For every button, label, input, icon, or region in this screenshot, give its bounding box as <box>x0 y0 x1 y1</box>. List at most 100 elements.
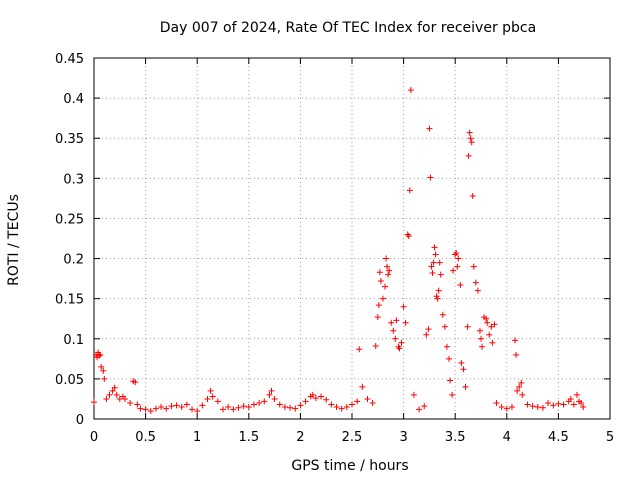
data-point <box>426 125 433 132</box>
data-point <box>458 359 465 366</box>
y-tick-label: 0.2 <box>63 253 84 268</box>
data-point <box>443 343 450 350</box>
x-tick-label: 2 <box>296 430 304 445</box>
data-point <box>147 407 154 414</box>
data-point <box>466 129 473 136</box>
data-point <box>434 295 441 302</box>
data-point <box>493 399 500 406</box>
data-point <box>425 326 432 333</box>
data-point <box>464 323 471 330</box>
data-point <box>142 406 149 413</box>
data-point <box>158 403 165 410</box>
data-point <box>483 315 490 322</box>
data-point <box>437 271 444 278</box>
data-point <box>354 398 361 405</box>
data-point <box>488 323 495 330</box>
data-point <box>498 403 505 410</box>
x-tick-label: 4.5 <box>548 430 569 445</box>
data-point <box>230 406 237 413</box>
data-point <box>449 391 456 398</box>
x-tick-labels: 0 0.5 1 1.5 2 2.5 3 3.5 4 4.5 5 <box>90 430 614 445</box>
data-point <box>359 383 366 390</box>
data-point <box>383 255 390 262</box>
data-point <box>323 396 330 403</box>
y-tick-labels: 0 0.05 0.1 0.15 0.2 0.25 0.3 0.35 0.4 0.45 <box>55 52 84 428</box>
data-point <box>432 251 439 258</box>
y-tick-label: 0 <box>76 413 84 428</box>
data-point <box>402 319 409 326</box>
data-point <box>103 395 110 402</box>
data-point <box>302 398 309 405</box>
data-point <box>111 384 118 391</box>
data-point <box>550 402 557 409</box>
data-point <box>410 391 417 398</box>
data-point <box>121 395 128 402</box>
data-point <box>567 395 574 402</box>
data-point <box>453 249 460 256</box>
data-point <box>534 403 541 410</box>
data-point <box>484 319 491 326</box>
data-point <box>578 399 585 406</box>
data-point <box>343 403 350 410</box>
data-point <box>369 399 376 406</box>
data-point <box>570 401 577 408</box>
x-tick-label: 2.5 <box>342 430 363 445</box>
data-point <box>431 244 438 251</box>
data-point <box>106 391 113 398</box>
data-point <box>178 403 185 410</box>
data-point <box>268 387 275 394</box>
y-tick-label: 0.4 <box>63 92 84 107</box>
data-point <box>97 351 104 358</box>
data-point <box>573 391 580 398</box>
data-point <box>396 345 403 352</box>
data-point <box>390 327 397 334</box>
data-point <box>235 404 242 411</box>
data-point <box>183 401 190 408</box>
data-point <box>207 387 214 394</box>
data-point <box>465 152 472 159</box>
data-point <box>580 403 587 410</box>
data-point <box>199 402 206 409</box>
x-tick-label: 5 <box>606 430 614 445</box>
x-tick-label: 4 <box>503 430 511 445</box>
data-point <box>109 387 116 394</box>
data-point <box>338 405 345 412</box>
data-point <box>462 383 469 390</box>
x-tick-label: 3 <box>399 430 407 445</box>
data-point <box>204 395 211 402</box>
data-point <box>250 401 257 408</box>
data-point <box>486 331 493 338</box>
data-point <box>134 401 141 408</box>
data-point <box>460 366 467 373</box>
data-point <box>379 295 386 302</box>
x-tick-label: 0 <box>90 430 98 445</box>
data-point <box>372 342 379 349</box>
data-point <box>529 403 536 410</box>
data-point <box>457 282 464 289</box>
data-point <box>297 402 304 409</box>
data-point <box>209 393 216 400</box>
data-point <box>398 339 405 346</box>
data-point <box>472 279 479 286</box>
data-point <box>386 267 393 274</box>
data-point <box>467 135 474 142</box>
data-point <box>312 395 319 402</box>
data-point <box>385 271 392 278</box>
data-point <box>469 192 476 199</box>
y-tick-label: 0.05 <box>55 373 84 388</box>
x-tick-label: 1.5 <box>238 430 259 445</box>
data-point <box>560 401 567 408</box>
data-point <box>441 323 448 330</box>
data-point <box>508 403 515 410</box>
data-point <box>382 283 389 290</box>
data-point <box>416 406 423 413</box>
data-point <box>100 367 107 374</box>
data-point <box>256 399 263 406</box>
x-tick-label: 3.5 <box>445 430 466 445</box>
axis-ticks <box>93 57 611 420</box>
data-point <box>173 402 180 409</box>
data-point <box>309 391 316 398</box>
data-point <box>436 259 443 266</box>
chart-title: Day 007 of 2024, Rate Of TEC Index for r… <box>160 20 536 36</box>
data-point <box>276 401 283 408</box>
